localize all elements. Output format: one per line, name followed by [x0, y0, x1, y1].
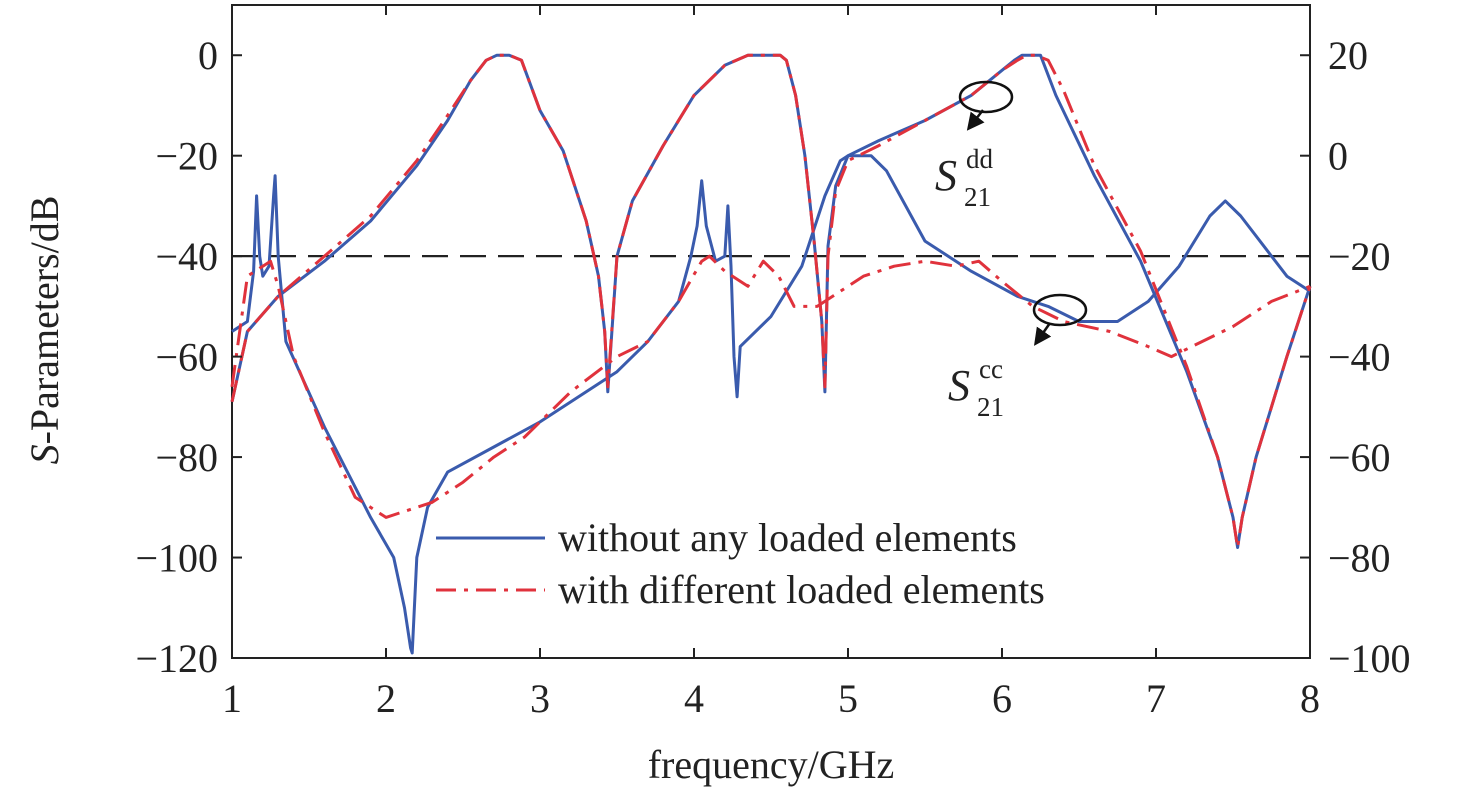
x-tick-label: 3: [530, 676, 550, 721]
series-line-dashdot-s21cc: [230, 254, 1311, 519]
y-axis-title: S-Parameters/dB: [22, 196, 67, 465]
y-tick-label-left: −100: [135, 536, 218, 581]
annotation-ellipse-dd: [958, 80, 1014, 114]
annotation-sup-dd: dd: [966, 144, 994, 174]
y-tick-label-left: 0: [198, 33, 218, 78]
annotation-sub-dd: 21: [964, 182, 991, 212]
annotation-arrow-dd: [966, 109, 985, 131]
legend-label-dashdot: with different loaded elements: [558, 567, 1045, 612]
x-tick-label: 8: [1300, 676, 1320, 721]
y-tick-label-left: −80: [155, 435, 218, 480]
y-tick-label-left: −60: [155, 335, 218, 380]
x-tick-label: 7: [1146, 676, 1166, 721]
y-tick-label-right: 20: [1328, 33, 1368, 78]
x-tick-label: 5: [838, 676, 858, 721]
x-tick-label: 2: [376, 676, 396, 721]
annotation-sup-cc: cc: [979, 354, 1003, 384]
y-tick-label-right: −40: [1328, 335, 1391, 380]
x-axis-title: frequency/GHz: [648, 742, 895, 787]
y-tick-label-right: −20: [1328, 234, 1391, 279]
annotation-label-dd: S: [935, 151, 957, 200]
annotation-s21dd: S dd 21: [935, 80, 1014, 212]
x-tick-label: 6: [992, 676, 1012, 721]
y-tick-label-left: −40: [155, 234, 218, 279]
y-tick-label-right: −100: [1328, 636, 1411, 681]
y-tick-label-right: 0: [1328, 134, 1348, 179]
y-tick-label-left: −120: [135, 636, 218, 681]
x-tick-label: 4: [684, 676, 704, 721]
series-line-dashdot-s21dd: [230, 53, 1312, 549]
legend: without any loaded elements with differe…: [436, 515, 1045, 612]
annotation-label-cc: S: [948, 361, 970, 410]
legend-label-solid: without any loaded elements: [558, 515, 1017, 560]
annotation-arrow-cc: [1033, 322, 1052, 346]
annotation-ellipse-cc: [1032, 293, 1088, 327]
annotation-s21cc: S cc 21: [948, 293, 1088, 422]
y-tick-label-right: −80: [1328, 536, 1391, 581]
annotation-sub-cc: 21: [977, 392, 1004, 422]
y-tick-label-left: −20: [155, 134, 218, 179]
x-tick-label: 1: [222, 676, 242, 721]
y-tick-label-right: −60: [1328, 435, 1391, 480]
